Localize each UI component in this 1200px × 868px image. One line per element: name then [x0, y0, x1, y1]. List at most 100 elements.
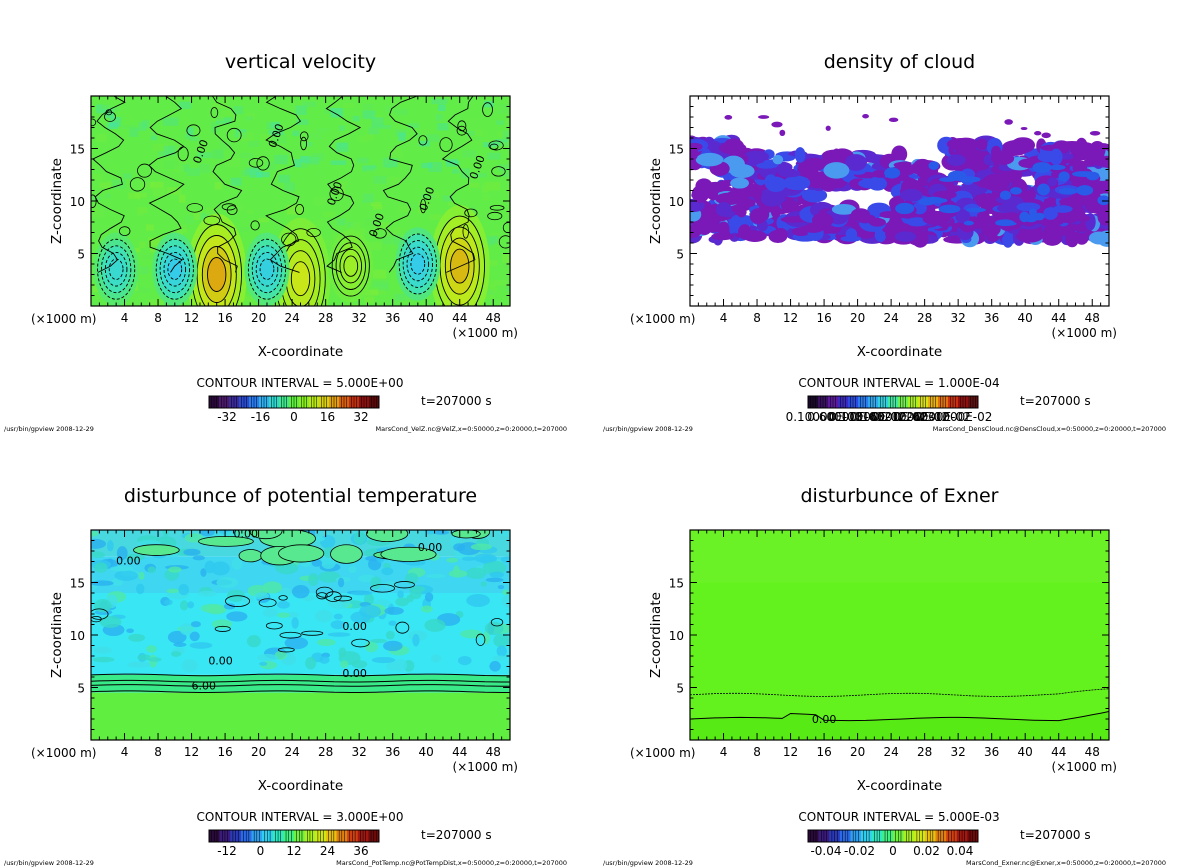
y-tick-label: 10	[70, 629, 85, 643]
x-axis-label: X-coordinate	[857, 778, 942, 794]
temperature-cell	[246, 635, 261, 648]
cloud-cell	[1074, 230, 1089, 245]
contour-patch	[380, 546, 437, 562]
contour-loop	[418, 135, 428, 146]
field-cell	[354, 208, 366, 218]
field-cell	[363, 217, 380, 227]
contour-label: 0.00	[812, 713, 837, 726]
field-cell	[486, 290, 495, 295]
cloud-cell	[946, 154, 966, 166]
cloud-cell	[1089, 130, 1101, 136]
field-cell	[352, 115, 360, 122]
y-tick-label: 15	[70, 143, 85, 157]
field-cell	[313, 219, 324, 227]
temperature-cell	[138, 571, 145, 580]
field-cell	[463, 162, 479, 167]
field-cell	[150, 131, 157, 141]
contour-patch	[365, 530, 409, 543]
field-cell	[386, 163, 393, 169]
field-cell	[150, 181, 164, 188]
temperature-cell	[316, 638, 336, 646]
field-cell	[343, 103, 355, 109]
field-cell	[466, 130, 475, 136]
temperature-cell	[484, 621, 504, 636]
cloud-cell	[897, 161, 912, 171]
x-tick-label: 16	[217, 745, 232, 759]
temperature-cell	[394, 658, 408, 672]
cloud-cell	[1101, 155, 1109, 164]
temperature-cell	[425, 573, 446, 579]
colorbar-label: 0.04	[947, 844, 974, 858]
chart-title: vertical velocity	[225, 51, 376, 73]
contour-loop	[256, 156, 270, 171]
temperature-cell	[223, 603, 236, 610]
cloud-cell	[932, 190, 957, 200]
x-axis-label: X-coordinate	[258, 778, 343, 794]
field-cell	[209, 174, 218, 180]
cloud-cell	[1022, 190, 1036, 201]
field-cell	[260, 185, 268, 192]
cloud-cell	[700, 221, 723, 232]
cloud-core	[1058, 187, 1077, 195]
field-cell	[303, 129, 312, 134]
temperature-cell	[189, 631, 200, 642]
temperature-cell	[197, 590, 217, 597]
temperature-cell	[409, 589, 422, 600]
temperature-cell	[277, 600, 291, 609]
contour-loop	[265, 622, 283, 630]
y-tick-label: 10	[669, 629, 684, 643]
temperature-cell	[305, 656, 317, 670]
field-cell	[219, 141, 233, 149]
field-cell	[494, 279, 508, 286]
cloud-core	[895, 202, 915, 215]
field-cell	[99, 181, 112, 189]
field-cell	[338, 143, 348, 148]
contour-label: 6.00	[192, 680, 217, 693]
temperature-cell	[183, 548, 201, 556]
temperature-cell	[457, 655, 472, 666]
temperature-cell	[489, 660, 501, 672]
temperature-cell	[291, 585, 310, 599]
x-tick-label: 28	[318, 311, 333, 325]
contour-loop	[462, 224, 469, 239]
temperature-cell	[91, 530, 99, 537]
field-cell	[418, 140, 430, 147]
field-cell	[109, 97, 124, 104]
field-cell	[271, 133, 287, 144]
x-tick-label: 32	[951, 745, 966, 759]
field-cell	[483, 142, 497, 148]
cloud-cell	[872, 169, 887, 178]
temperature-cell	[318, 571, 341, 583]
colorbar-label: 0.11000E-02	[829, 410, 906, 424]
temperature-layer	[91, 692, 510, 740]
temperature-cell	[199, 530, 215, 537]
cloud-cell	[1041, 132, 1051, 139]
field-cell	[162, 117, 179, 126]
cloud-cell	[690, 162, 699, 171]
x-tick-label: 36	[984, 745, 999, 759]
contour-line	[91, 673, 510, 677]
temperature-cell	[395, 597, 409, 607]
cloud-core	[995, 221, 1017, 226]
field-cell	[312, 170, 326, 178]
field-cell	[137, 207, 144, 216]
footer-program: /usr/bin/gpview 2008-12-29	[603, 859, 693, 867]
temperature-layer	[91, 674, 510, 693]
field-cell	[318, 102, 330, 112]
contour-loop	[316, 592, 328, 600]
field-cell	[91, 208, 104, 218]
field-cell	[212, 149, 224, 159]
field-cell	[492, 106, 505, 112]
temperature-cell	[337, 577, 345, 588]
contour-loop	[490, 618, 504, 627]
field-cell	[447, 201, 457, 206]
cloud-cell	[736, 200, 756, 208]
cloud-cell	[823, 162, 850, 179]
cloud-cell	[724, 115, 733, 120]
cloud-cell	[725, 191, 740, 204]
field-cell	[136, 286, 151, 294]
field-cell	[395, 108, 409, 116]
colorbar-label: 0.21000E-02	[872, 410, 949, 424]
field-cell	[158, 151, 168, 158]
